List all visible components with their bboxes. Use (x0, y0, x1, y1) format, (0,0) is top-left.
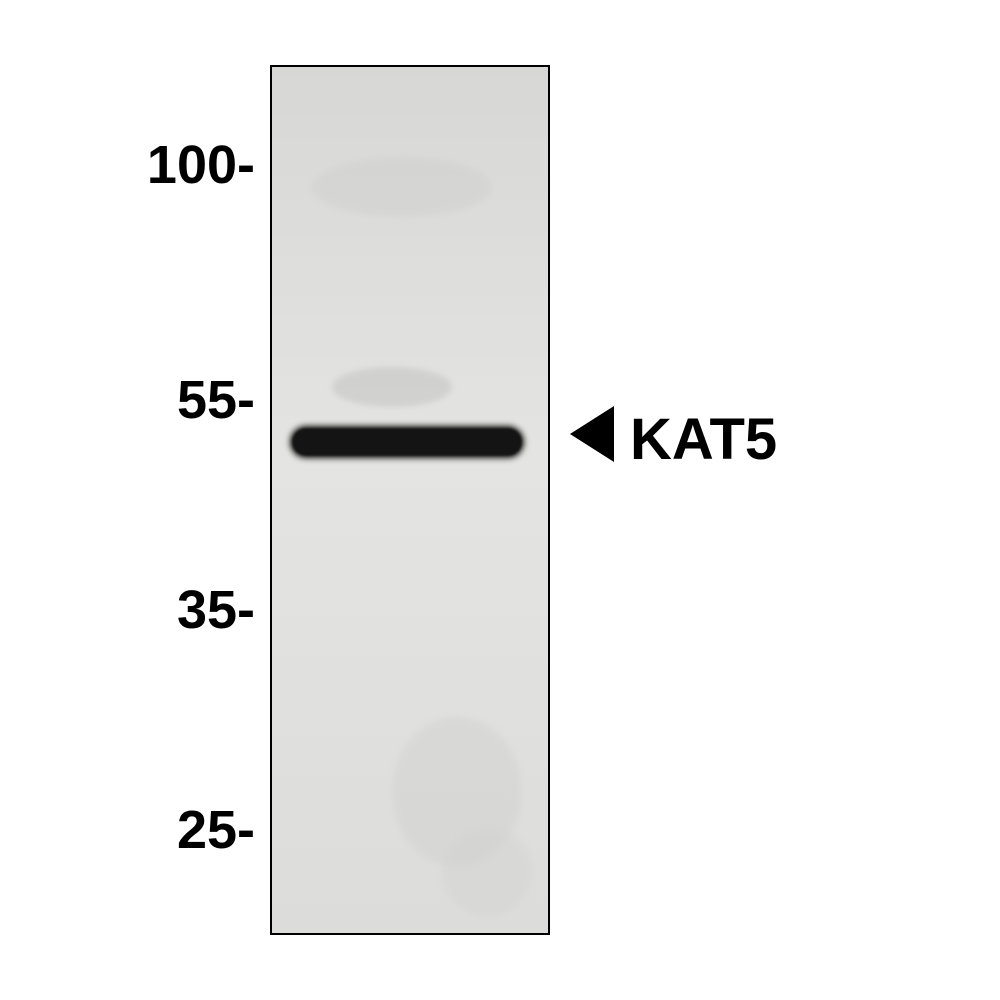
western-blot-figure: 100- 55- 35- 25- KAT5 (0, 0, 1000, 1000)
lane-smudge (332, 367, 452, 407)
band-label: KAT5 (630, 406, 777, 473)
kat5-band (292, 428, 522, 456)
blot-lane (270, 65, 550, 935)
band-arrow-icon (570, 406, 614, 462)
lane-smudge (312, 157, 492, 217)
marker-label: 100- (147, 134, 255, 196)
lane-smudge (442, 827, 532, 917)
marker-label: 55- (177, 369, 255, 431)
marker-label: 25- (177, 799, 255, 861)
marker-label: 35- (177, 579, 255, 641)
